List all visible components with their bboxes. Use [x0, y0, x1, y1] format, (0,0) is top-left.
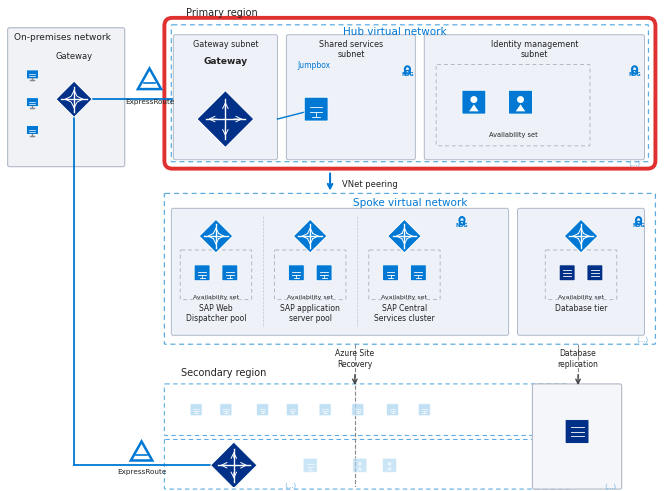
FancyBboxPatch shape — [316, 265, 332, 281]
Circle shape — [461, 222, 463, 224]
Text: Identity management
subnet: Identity management subnet — [491, 40, 578, 59]
Text: ⟨...⟩: ⟨...⟩ — [285, 483, 297, 490]
FancyBboxPatch shape — [635, 220, 642, 226]
Text: Azure Site
Recovery: Azure Site Recovery — [336, 349, 374, 369]
FancyBboxPatch shape — [304, 97, 328, 121]
FancyBboxPatch shape — [462, 90, 486, 114]
Text: VNet peering: VNet peering — [342, 180, 398, 189]
FancyBboxPatch shape — [532, 384, 622, 489]
FancyBboxPatch shape — [7, 28, 125, 166]
Text: ExpressRoute: ExpressRoute — [125, 99, 174, 105]
Circle shape — [633, 71, 635, 73]
FancyBboxPatch shape — [26, 70, 38, 79]
Text: ExpressRoute: ExpressRoute — [117, 469, 166, 475]
Polygon shape — [56, 81, 92, 117]
Circle shape — [407, 71, 409, 73]
FancyBboxPatch shape — [565, 420, 589, 443]
Text: Availability set: Availability set — [381, 295, 427, 300]
FancyBboxPatch shape — [256, 404, 268, 416]
FancyBboxPatch shape — [173, 35, 278, 160]
Text: SAP Web
Dispatcher pool: SAP Web Dispatcher pool — [186, 303, 246, 323]
Text: ⟨...⟩: ⟨...⟩ — [629, 161, 641, 167]
Text: NSG: NSG — [628, 72, 641, 78]
FancyBboxPatch shape — [353, 458, 367, 472]
FancyBboxPatch shape — [386, 404, 399, 416]
FancyBboxPatch shape — [190, 404, 202, 416]
Text: Spoke virtual network: Spoke virtual network — [353, 198, 467, 208]
Circle shape — [358, 462, 362, 466]
FancyBboxPatch shape — [404, 69, 411, 75]
Text: NSG: NSG — [456, 223, 468, 228]
Polygon shape — [564, 219, 598, 253]
FancyBboxPatch shape — [424, 35, 645, 160]
Text: Shared services
subnet: Shared services subnet — [319, 40, 383, 59]
Text: Availability set: Availability set — [287, 295, 333, 300]
Text: ⟨...⟩: ⟨...⟩ — [605, 484, 617, 491]
Text: Jumpbox: Jumpbox — [298, 60, 331, 70]
Text: Gateway: Gateway — [203, 56, 248, 65]
FancyBboxPatch shape — [411, 265, 426, 281]
FancyBboxPatch shape — [509, 90, 532, 114]
Text: On-premises network: On-premises network — [13, 33, 111, 42]
Polygon shape — [357, 466, 362, 470]
FancyBboxPatch shape — [319, 404, 331, 416]
Text: Gateway: Gateway — [56, 52, 93, 60]
Circle shape — [637, 222, 639, 224]
Polygon shape — [211, 442, 257, 489]
Text: Database
replication: Database replication — [558, 349, 599, 369]
FancyBboxPatch shape — [382, 265, 399, 281]
FancyBboxPatch shape — [164, 439, 569, 489]
Text: SAP Central
Services cluster: SAP Central Services cluster — [374, 303, 435, 323]
Polygon shape — [388, 219, 421, 253]
Text: Primary region: Primary region — [187, 8, 258, 18]
Polygon shape — [197, 91, 254, 147]
FancyBboxPatch shape — [352, 404, 364, 416]
FancyBboxPatch shape — [287, 35, 415, 160]
FancyBboxPatch shape — [287, 404, 299, 416]
Text: NSG: NSG — [401, 72, 414, 78]
FancyBboxPatch shape — [382, 458, 397, 472]
Circle shape — [388, 462, 391, 466]
FancyBboxPatch shape — [587, 265, 603, 281]
Text: Availability set: Availability set — [558, 295, 604, 300]
Polygon shape — [199, 219, 233, 253]
FancyBboxPatch shape — [164, 384, 569, 436]
Circle shape — [517, 96, 524, 103]
FancyBboxPatch shape — [26, 98, 38, 107]
FancyBboxPatch shape — [631, 69, 638, 75]
FancyBboxPatch shape — [171, 25, 648, 162]
FancyBboxPatch shape — [418, 404, 430, 416]
Text: SAP application
server pool: SAP application server pool — [280, 303, 340, 323]
Polygon shape — [293, 219, 327, 253]
FancyBboxPatch shape — [222, 265, 238, 281]
Circle shape — [470, 96, 477, 103]
FancyBboxPatch shape — [303, 458, 317, 472]
FancyBboxPatch shape — [171, 208, 509, 335]
FancyBboxPatch shape — [517, 208, 645, 335]
Text: Database tier: Database tier — [555, 303, 607, 313]
Polygon shape — [387, 466, 392, 470]
Text: ⟨...⟩: ⟨...⟩ — [636, 336, 649, 343]
Text: Availability set: Availability set — [193, 295, 239, 300]
FancyBboxPatch shape — [164, 18, 656, 168]
Text: Hub virtual network: Hub virtual network — [343, 27, 446, 37]
Text: Secondary region: Secondary region — [181, 368, 266, 378]
FancyBboxPatch shape — [164, 193, 656, 344]
FancyBboxPatch shape — [458, 220, 466, 226]
FancyBboxPatch shape — [559, 265, 575, 281]
Polygon shape — [516, 105, 525, 111]
Polygon shape — [469, 105, 478, 111]
Text: Gateway subnet: Gateway subnet — [193, 40, 258, 49]
FancyBboxPatch shape — [26, 126, 38, 135]
FancyBboxPatch shape — [289, 265, 304, 281]
FancyBboxPatch shape — [220, 404, 232, 416]
Text: NSG: NSG — [632, 223, 645, 228]
FancyBboxPatch shape — [194, 265, 210, 281]
Text: Availability set: Availability set — [488, 132, 537, 138]
